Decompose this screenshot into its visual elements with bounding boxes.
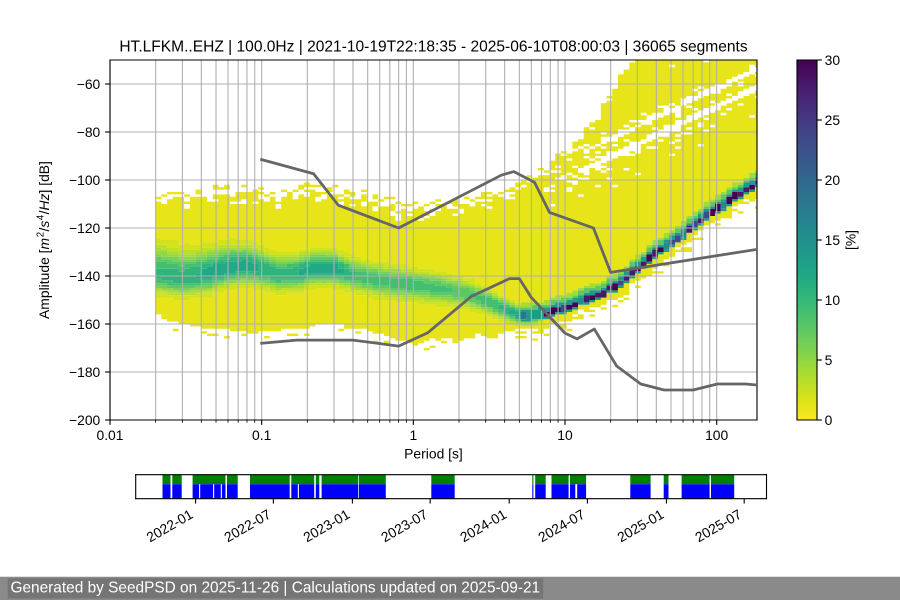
svg-text:10: 10 — [825, 292, 841, 308]
svg-text:−140: −140 — [69, 268, 101, 284]
svg-text:−200: −200 — [69, 412, 101, 428]
svg-text:Period [s]: Period [s] — [404, 445, 463, 461]
svg-text:A m p l: A m p l i t u d e [ / / ] [ d B ] m s H … — [24, 156, 54, 319]
svg-text:−180: −180 — [69, 364, 101, 380]
svg-text:−100: −100 — [69, 172, 101, 188]
svg-text:100: 100 — [705, 427, 728, 443]
svg-text:[%]: [%] — [843, 230, 859, 250]
svg-text:0.1: 0.1 — [252, 427, 272, 443]
svg-text:0.01: 0.01 — [96, 427, 123, 443]
svg-text:−120: −120 — [69, 220, 101, 236]
svg-text:−80: −80 — [77, 124, 101, 140]
svg-text:30: 30 — [825, 52, 841, 68]
svg-text:5: 5 — [825, 352, 833, 368]
svg-text:25: 25 — [825, 112, 841, 128]
svg-text:1: 1 — [409, 427, 417, 443]
svg-text:−160: −160 — [69, 316, 101, 332]
svg-text:0: 0 — [825, 412, 833, 428]
svg-text:−60: −60 — [77, 76, 101, 92]
svg-text:10: 10 — [557, 427, 573, 443]
svg-text:20: 20 — [825, 172, 841, 188]
svg-text:15: 15 — [825, 232, 841, 248]
svg-text:Generated by SeedPSD on 2025-1: Generated by SeedPSD on 2025-11-26 | Cal… — [10, 579, 540, 596]
svg-text:HT.LFKM..EHZ | 100.0Hz | 2021-: HT.LFKM..EHZ | 100.0Hz | 2021-10-19T22:1… — [119, 39, 748, 56]
